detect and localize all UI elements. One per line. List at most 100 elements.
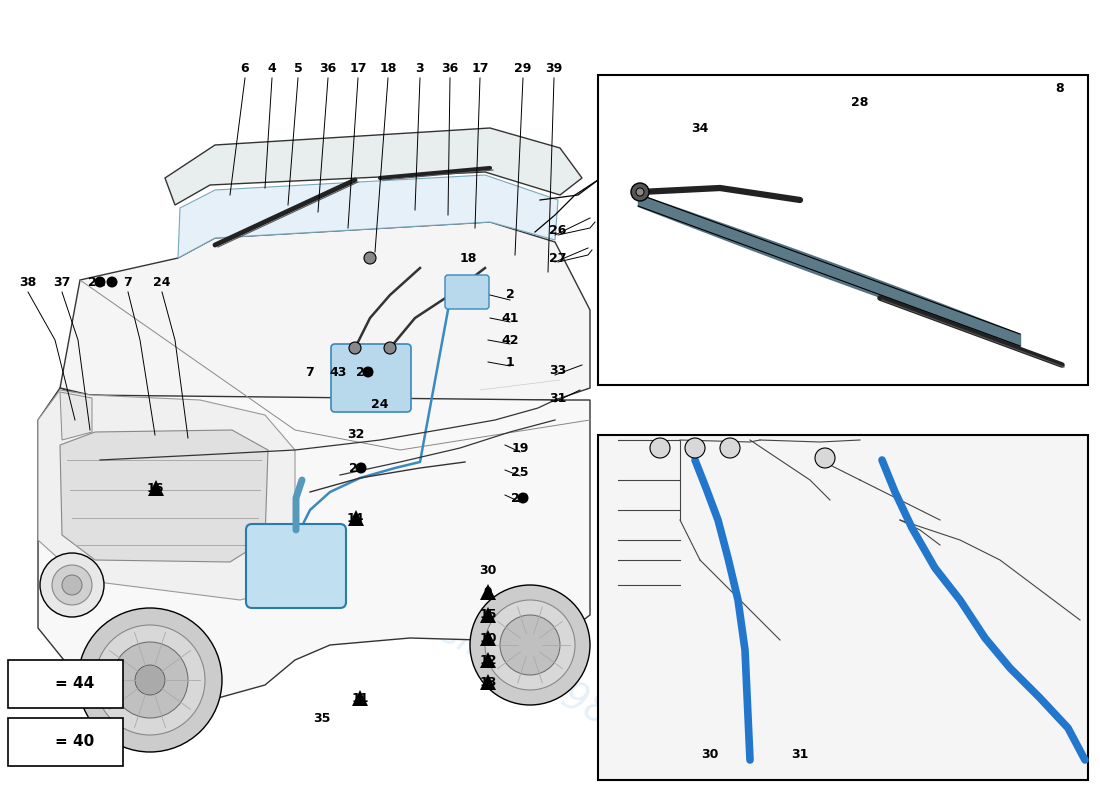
Text: 39: 39	[546, 62, 562, 74]
Text: 7: 7	[123, 275, 132, 289]
Text: 20: 20	[512, 491, 529, 505]
FancyBboxPatch shape	[598, 75, 1088, 385]
Circle shape	[500, 615, 560, 675]
Polygon shape	[480, 674, 496, 690]
Circle shape	[78, 608, 222, 752]
Polygon shape	[480, 630, 496, 646]
FancyBboxPatch shape	[8, 718, 123, 766]
Circle shape	[22, 678, 33, 690]
Circle shape	[349, 342, 361, 354]
Circle shape	[363, 366, 374, 378]
Text: 26: 26	[549, 223, 566, 237]
Text: 36: 36	[319, 62, 337, 74]
Circle shape	[95, 625, 205, 735]
Circle shape	[384, 342, 396, 354]
Text: 14: 14	[346, 511, 364, 525]
FancyBboxPatch shape	[446, 275, 490, 309]
Text: 30: 30	[702, 749, 718, 762]
Circle shape	[650, 438, 670, 458]
Text: 4: 4	[267, 62, 276, 74]
Text: 3: 3	[416, 62, 425, 74]
Text: 18: 18	[379, 62, 397, 74]
Polygon shape	[148, 480, 164, 496]
Text: 9: 9	[484, 586, 493, 598]
Circle shape	[355, 462, 366, 474]
Circle shape	[470, 585, 590, 705]
Text: 29: 29	[515, 62, 531, 74]
Circle shape	[685, 438, 705, 458]
Text: 21: 21	[88, 275, 106, 289]
Text: 7: 7	[306, 366, 315, 378]
Polygon shape	[480, 607, 496, 623]
Text: 35: 35	[314, 711, 331, 725]
Text: 12: 12	[480, 654, 497, 666]
Text: 1: 1	[506, 355, 515, 369]
Text: 22: 22	[356, 366, 374, 378]
Polygon shape	[352, 690, 368, 706]
Text: = 44: = 44	[55, 677, 95, 691]
Text: 24: 24	[372, 398, 388, 411]
Text: 23: 23	[350, 462, 366, 474]
Circle shape	[40, 553, 104, 617]
Text: 25: 25	[512, 466, 529, 478]
Text: 37: 37	[53, 275, 70, 289]
FancyBboxPatch shape	[246, 524, 346, 608]
Text: 42: 42	[502, 334, 519, 346]
Circle shape	[517, 493, 528, 503]
Text: 30: 30	[480, 563, 497, 577]
Text: 8: 8	[1056, 82, 1065, 94]
Text: 34: 34	[691, 122, 708, 134]
Text: a passion for parts since 1985: a passion for parts since 1985	[102, 435, 638, 745]
Text: 33: 33	[549, 363, 566, 377]
Circle shape	[636, 188, 644, 196]
Text: 17: 17	[471, 62, 488, 74]
Text: 16: 16	[146, 482, 164, 494]
Circle shape	[112, 642, 188, 718]
Text: = 40: = 40	[55, 734, 95, 750]
Circle shape	[95, 277, 106, 287]
Text: 15: 15	[480, 609, 497, 622]
FancyBboxPatch shape	[598, 435, 1088, 780]
Circle shape	[135, 665, 165, 695]
Polygon shape	[480, 652, 496, 668]
Polygon shape	[60, 222, 590, 400]
Text: 24: 24	[153, 275, 170, 289]
Text: 13: 13	[480, 675, 497, 689]
Text: 2: 2	[506, 289, 515, 302]
Text: 10: 10	[480, 631, 497, 645]
Circle shape	[485, 600, 575, 690]
Text: 19: 19	[512, 442, 529, 454]
Polygon shape	[39, 390, 295, 600]
Text: 28: 28	[851, 95, 869, 109]
Polygon shape	[60, 392, 92, 440]
Circle shape	[364, 252, 376, 264]
Text: 31: 31	[791, 749, 808, 762]
FancyBboxPatch shape	[8, 660, 123, 708]
Polygon shape	[480, 584, 496, 600]
Text: 36: 36	[441, 62, 459, 74]
Circle shape	[62, 575, 82, 595]
Text: 38: 38	[20, 275, 36, 289]
Polygon shape	[19, 725, 37, 743]
Text: europ: europ	[99, 322, 541, 638]
Text: 41: 41	[502, 311, 519, 325]
Polygon shape	[60, 430, 268, 562]
Text: 6: 6	[241, 62, 250, 74]
Text: 17: 17	[350, 62, 366, 74]
Text: 18: 18	[460, 251, 476, 265]
Text: 5: 5	[294, 62, 302, 74]
Text: 11: 11	[351, 691, 369, 705]
Text: 31: 31	[549, 391, 566, 405]
Circle shape	[815, 448, 835, 468]
Text: 27: 27	[549, 251, 566, 265]
Text: 32: 32	[348, 429, 365, 442]
Circle shape	[631, 183, 649, 201]
Circle shape	[107, 277, 118, 287]
Circle shape	[720, 438, 740, 458]
Circle shape	[52, 565, 92, 605]
Polygon shape	[39, 388, 590, 698]
Polygon shape	[348, 510, 364, 526]
Text: 43: 43	[329, 366, 346, 378]
Polygon shape	[165, 128, 582, 205]
Polygon shape	[178, 175, 558, 258]
